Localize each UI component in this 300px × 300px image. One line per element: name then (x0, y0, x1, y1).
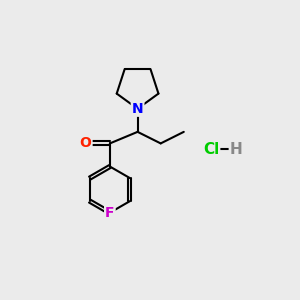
Text: Cl: Cl (203, 142, 220, 157)
Text: O: O (80, 136, 92, 150)
Text: N: N (132, 102, 143, 116)
Text: F: F (105, 206, 115, 220)
Text: H: H (230, 142, 242, 157)
